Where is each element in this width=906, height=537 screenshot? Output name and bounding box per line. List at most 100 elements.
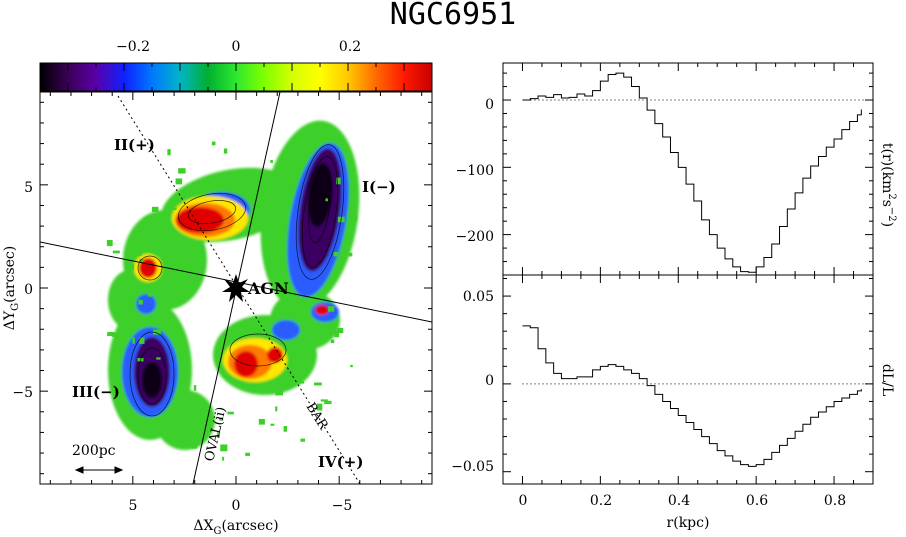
map-speckle (300, 438, 306, 442)
map-speckle (112, 250, 120, 254)
map-speckle (167, 149, 171, 156)
map-speckle (185, 187, 192, 191)
map-speckle (275, 388, 283, 396)
map-ytick-label: 5 (24, 180, 33, 196)
map-speckle (281, 182, 286, 187)
map-speckle (219, 417, 224, 421)
map-speckle (192, 182, 198, 188)
dl-frame (502, 274, 874, 485)
dl-ylabel: dL/L (879, 364, 895, 396)
map-speckle (178, 168, 186, 174)
dl-xtick-label: 0.8 (824, 493, 846, 509)
map-xlabel: ΔXG(arcsec) (193, 518, 278, 537)
map-speckle (115, 290, 123, 297)
map-speckle (186, 192, 192, 196)
map-speckle (316, 403, 323, 411)
map-speckle (146, 215, 151, 222)
bar-label: BAR (303, 400, 332, 433)
map-speckle (259, 173, 263, 176)
map-speckle (324, 400, 332, 405)
scale-bar-label: 200pc (72, 443, 116, 459)
map-speckle (275, 406, 278, 412)
map-ticks (40, 92, 432, 484)
map-speckle (283, 426, 288, 432)
map-speckle (139, 258, 144, 263)
map-speckle (106, 239, 113, 247)
scale-bar-arrow (74, 466, 124, 474)
map-speckle (223, 148, 228, 154)
map-speckle (330, 339, 335, 344)
dl-xtick-label: 0.6 (746, 493, 768, 509)
map-speckle (314, 382, 322, 386)
map-speckle (334, 330, 340, 338)
quadrant-label-4: IV(+) (318, 453, 363, 471)
map-speckle (350, 364, 353, 368)
dl-ytick-label: 0 (485, 373, 494, 389)
map-speckle (175, 178, 183, 185)
map-speckle (328, 306, 335, 312)
map-ytick-label: 0 (24, 282, 33, 298)
map-speckle (299, 381, 305, 384)
map-speckles (106, 141, 358, 461)
dl-ticks (503, 275, 874, 484)
map-speckle (191, 444, 198, 449)
figure-title: NGC6951 (390, 0, 516, 32)
map-speckle (348, 252, 353, 257)
map-speckle (147, 292, 152, 297)
colorbar-tick-label: −0.2 (116, 39, 150, 55)
colorbar-ticks (67, 63, 405, 91)
map-speckle (258, 418, 265, 425)
map-speckle (270, 160, 273, 164)
map-speckle (222, 456, 225, 461)
map-speckle (336, 177, 341, 185)
map-speckle (337, 327, 344, 334)
map-contours (129, 144, 345, 417)
ring-map (40, 92, 432, 484)
map-speckle (143, 217, 147, 225)
map-speckle (270, 423, 275, 426)
map-speckle (217, 432, 220, 438)
map-xtick-label: 5 (129, 498, 138, 514)
map-speckle (220, 444, 228, 452)
dl-panel: 0.05 0 −0.05 0 0.2 0.4 0.6 0.8 r(kpc) dL… (451, 274, 895, 531)
map-panel: AGN I(−) II(+) III(−) IV(+) OVAL(ii) BAR… (2, 91, 433, 537)
dl-curve (522, 325, 862, 467)
map-speckle (122, 296, 126, 300)
map-speckle (152, 329, 161, 335)
map-speckle (107, 332, 115, 337)
agn-star-icon (222, 274, 250, 302)
quadrant-label-1: I(−) (362, 178, 396, 196)
torque-curve (522, 72, 862, 273)
map-speckle (131, 264, 135, 271)
map-xtick-label: −5 (332, 498, 353, 514)
colorbar-tick-label: 0 (232, 39, 241, 55)
map-speckle (325, 198, 328, 202)
quadrant-label-2: II(+) (114, 136, 155, 154)
map-speckle (350, 215, 358, 221)
dl-xtick-label: 0 (519, 493, 528, 509)
map-speckle (245, 452, 251, 456)
map-speckle (211, 141, 216, 146)
map-speckle (333, 251, 339, 257)
dl-xtick-label: 0.4 (668, 493, 690, 509)
map-speckle (172, 207, 177, 210)
map-speckle (174, 393, 178, 401)
map-speckle (118, 348, 123, 354)
map-ytick-label: −5 (12, 385, 33, 401)
bar-axis-line (117, 95, 361, 484)
agn-label: AGN (247, 279, 289, 298)
torque-ytick-label: 0 (485, 97, 494, 113)
map-speckle (156, 357, 161, 360)
map-speckle (128, 286, 136, 292)
map-speckle (154, 250, 159, 255)
map-ylabel: ΔYG(arcsec) (2, 246, 21, 330)
map-speckle (278, 385, 282, 388)
torque-ylabel: t(r)(km2s−2) (879, 143, 897, 227)
map-speckle (227, 411, 234, 415)
map-speckle (151, 206, 159, 213)
map-xtick-label: 0 (232, 498, 241, 514)
map-speckle (138, 250, 142, 256)
torque-panel: 0 −100 −200 t(r)(km2s−2) (456, 62, 897, 276)
torque-ytick-label: −200 (456, 229, 494, 245)
